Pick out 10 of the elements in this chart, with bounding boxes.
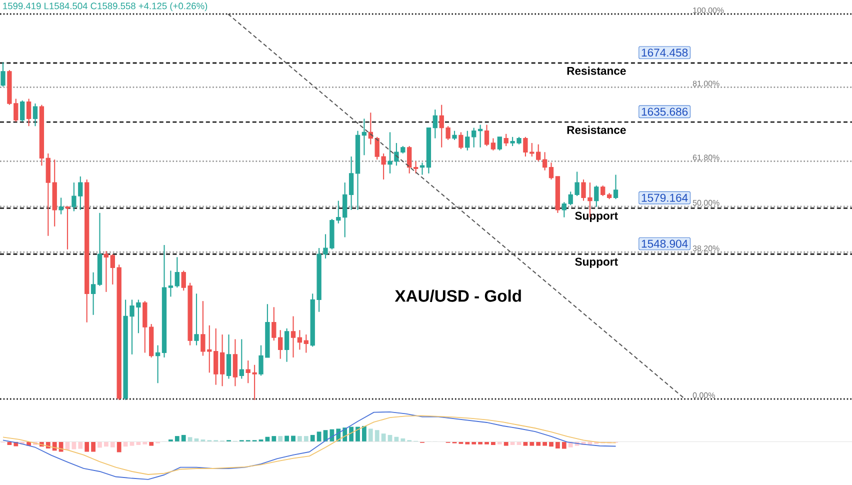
annotation: 1635.686	[642, 108, 688, 116]
ref-line-label: Resistance	[567, 66, 626, 75]
annotation: 1579.164	[642, 194, 688, 202]
text: XAU/USD - Gold	[394, 290, 521, 302]
annotation: 1548.904	[642, 240, 688, 248]
annotation: 1674.458	[642, 48, 688, 57]
ref-line-label: Resistance	[567, 126, 626, 134]
text: 1599.419 L1584.504 C1589.558 +4.125 (+0.26%)	[3, 2, 208, 12]
ref-line-label: Support	[575, 258, 618, 268]
ref-line-label: Support	[575, 212, 618, 222]
